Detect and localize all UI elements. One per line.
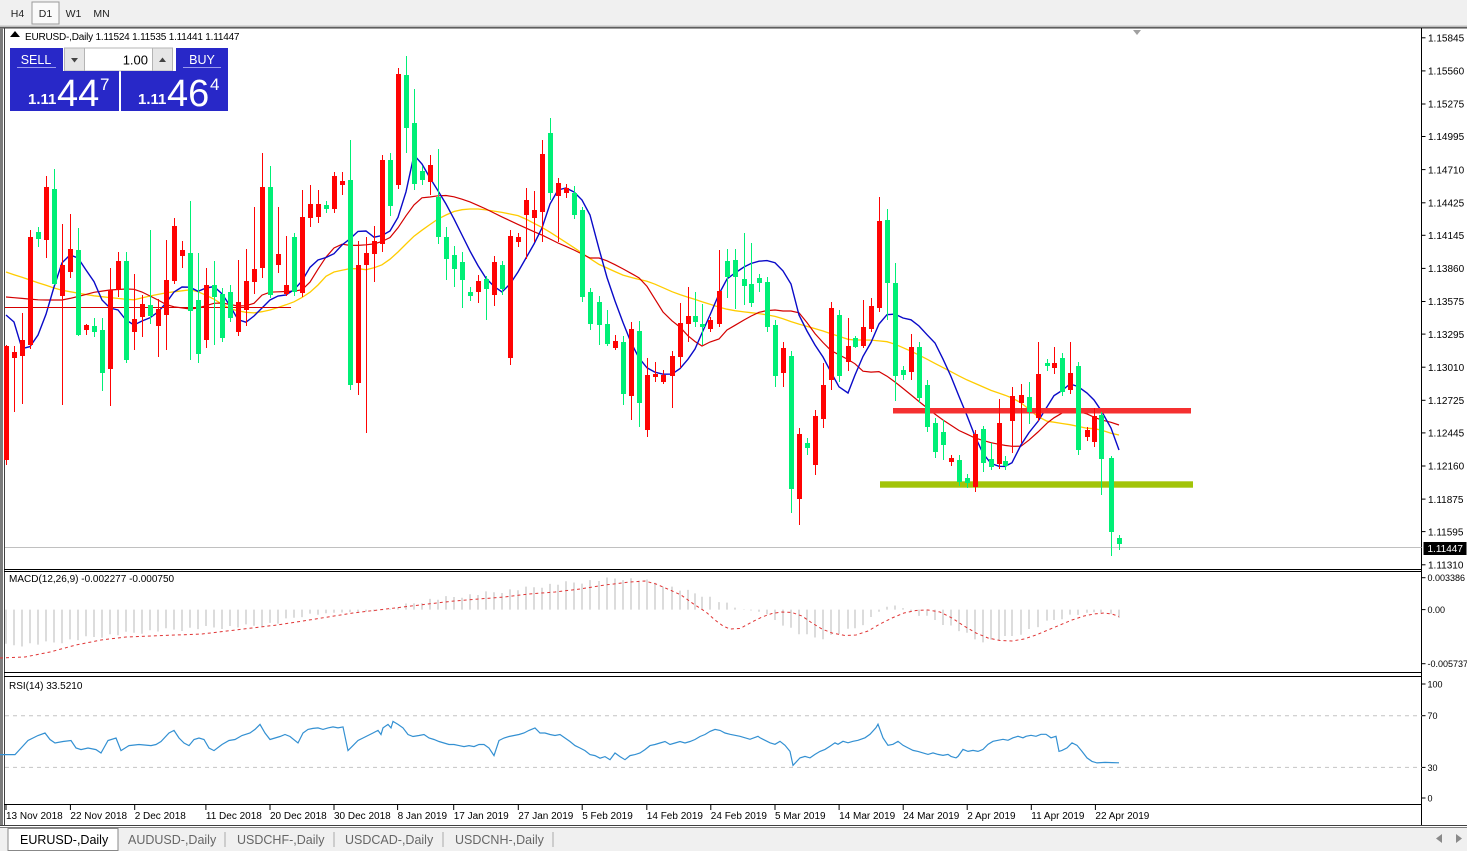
svg-text:7: 7 [100, 75, 109, 94]
svg-text:100: 100 [1428, 680, 1443, 690]
svg-text:BUY: BUY [189, 53, 215, 67]
svg-text:AUDUSD-,Daily: AUDUSD-,Daily [128, 833, 217, 847]
svg-text:2 Apr 2019: 2 Apr 2019 [967, 811, 1016, 822]
svg-text:30 Dec 2018: 30 Dec 2018 [334, 811, 391, 822]
svg-text:1.11310: 1.11310 [1428, 561, 1464, 572]
svg-text:1.12445: 1.12445 [1428, 429, 1465, 440]
svg-text:24 Feb 2019: 24 Feb 2019 [711, 811, 768, 822]
svg-text:8 Jan 2019: 8 Jan 2019 [398, 811, 448, 822]
svg-text:11 Dec 2018: 11 Dec 2018 [206, 811, 262, 822]
svg-text:H4: H4 [11, 8, 25, 20]
svg-text:70: 70 [1428, 711, 1438, 721]
svg-text:1.15845: 1.15845 [1428, 34, 1465, 45]
svg-text:5 Feb 2019: 5 Feb 2019 [582, 811, 633, 822]
svg-text:1.00: 1.00 [123, 53, 148, 68]
svg-text:1.13575: 1.13575 [1428, 297, 1465, 308]
svg-text:22 Nov 2018: 22 Nov 2018 [70, 811, 127, 822]
svg-text:D1: D1 [39, 8, 53, 20]
svg-text:1.14145: 1.14145 [1428, 231, 1465, 242]
svg-text:0: 0 [1428, 794, 1433, 804]
svg-text:1.11: 1.11 [28, 91, 56, 108]
svg-text:27 Jan 2019: 27 Jan 2019 [518, 811, 573, 822]
svg-text:USDCHF-,Daily: USDCHF-,Daily [237, 833, 325, 847]
svg-text:1.11875: 1.11875 [1428, 495, 1464, 506]
svg-text:1.14710: 1.14710 [1428, 165, 1465, 176]
svg-text:EURUSD-,Daily 1.11524 1.11535: EURUSD-,Daily 1.11524 1.11535 1.11441 1.… [25, 32, 240, 43]
svg-text:EURUSD-,Daily: EURUSD-,Daily [20, 833, 109, 847]
svg-text:4: 4 [210, 75, 219, 94]
svg-text:0.003386: 0.003386 [1428, 573, 1466, 583]
svg-text:1.11595: 1.11595 [1428, 527, 1464, 538]
svg-text:22 Apr 2019: 22 Apr 2019 [1095, 811, 1149, 822]
svg-text:USDCNH-,Daily: USDCNH-,Daily [455, 833, 545, 847]
svg-text:17 Jan 2019: 17 Jan 2019 [454, 811, 509, 822]
svg-text:RSI(14) 33.5210: RSI(14) 33.5210 [9, 681, 83, 692]
svg-text:1.11: 1.11 [138, 91, 166, 108]
svg-text:1.13295: 1.13295 [1428, 330, 1465, 341]
svg-text:14 Mar 2019: 14 Mar 2019 [839, 811, 896, 822]
svg-text:MN: MN [93, 8, 109, 20]
svg-text:1.11447: 1.11447 [1428, 544, 1464, 555]
svg-text:44: 44 [57, 73, 99, 115]
svg-text:MACD(12,26,9) -0.002277 -0.000: MACD(12,26,9) -0.002277 -0.000750 [9, 574, 175, 585]
svg-text:1.14995: 1.14995 [1428, 132, 1465, 143]
svg-text:24 Mar 2019: 24 Mar 2019 [903, 811, 960, 822]
svg-text:2 Dec 2018: 2 Dec 2018 [135, 811, 187, 822]
svg-text:SELL: SELL [21, 53, 52, 67]
svg-text:1.13010: 1.13010 [1428, 363, 1465, 374]
svg-text:0.00: 0.00 [1428, 605, 1446, 615]
svg-text:1.12725: 1.12725 [1428, 396, 1465, 407]
svg-text:11 Apr 2019: 11 Apr 2019 [1031, 811, 1085, 822]
svg-text:USDCAD-,Daily: USDCAD-,Daily [345, 833, 434, 847]
svg-text:5 Mar 2019: 5 Mar 2019 [775, 811, 826, 822]
svg-text:-0.005737: -0.005737 [1428, 659, 1467, 669]
svg-text:14 Feb 2019: 14 Feb 2019 [647, 811, 704, 822]
svg-text:13 Nov 2018: 13 Nov 2018 [6, 811, 63, 822]
svg-text:46: 46 [167, 73, 209, 115]
svg-text:30: 30 [1428, 763, 1438, 773]
svg-text:1.15275: 1.15275 [1428, 100, 1465, 111]
svg-text:1.13860: 1.13860 [1428, 264, 1465, 275]
svg-text:1.14425: 1.14425 [1428, 199, 1465, 210]
svg-text:1.15560: 1.15560 [1428, 67, 1465, 78]
svg-text:W1: W1 [66, 8, 82, 20]
svg-text:20 Dec 2018: 20 Dec 2018 [270, 811, 327, 822]
svg-text:1.12160: 1.12160 [1428, 462, 1465, 473]
